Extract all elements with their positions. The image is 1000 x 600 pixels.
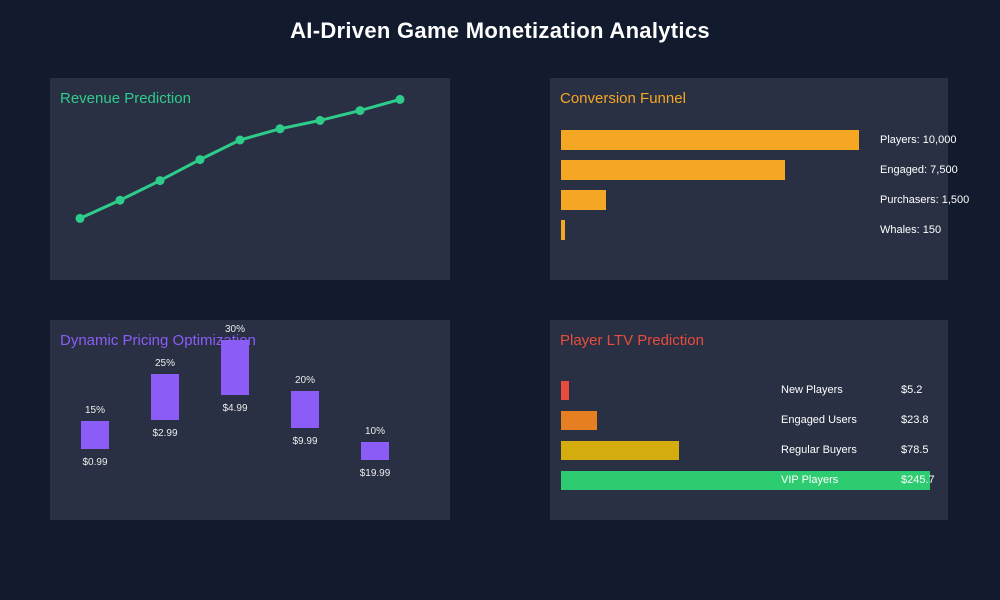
funnel-row-label: Players: 10,000 [880,134,957,146]
revenue-panel: Revenue Prediction [50,78,450,280]
pricing-pct-label: 10% [364,425,385,437]
ltv-bar [561,471,930,490]
pricing-bar [81,421,109,449]
funnel-row-label: Whales: 150 [880,224,942,236]
pricing-bar-group: 30% $4.99 [207,320,263,520]
ltv-row-name: VIP Players [781,474,839,486]
revenue-panel-title: Revenue Prediction [60,90,191,107]
funnel-row: Engaged: 7,500 [561,160,958,180]
revenue-line-chart [75,94,405,223]
funnel-panel-title: Conversion Funnel [560,90,686,107]
funnel-row: Purchasers: 1,500 [561,190,969,210]
pricing-price-label: $19.99 [359,468,391,479]
pricing-price-label: $4.99 [222,403,248,414]
pricing-price-label: $2.99 [152,428,178,439]
ltv-row-name: New Players [781,384,843,396]
ltv-bar [561,381,569,400]
funnel-bar [561,190,606,210]
pricing-pct-label: 30% [224,323,245,335]
ltv-row-value: $78.5 [901,444,929,456]
page-title: AI-Driven Game Monetization Analytics [290,18,710,43]
ltv-bar [561,411,597,430]
funnel-row: Players: 10,000 [561,130,956,150]
pricing-pct-label: 25% [154,358,175,369]
funnel-row: Whales: 150 [561,220,942,240]
pricing-price-label: $9.99 [292,436,318,447]
ltv-bar [561,441,679,460]
pricing-bar-group: 10% $19.99 [347,320,403,520]
pricing-bar [361,441,389,460]
ltv-panel-title: Player LTV Prediction [560,332,704,349]
pricing-bar-group: 15% $0.99 [67,320,123,520]
pricing-bar [291,391,319,428]
ltv-row: VIP Players $245.7 [561,471,940,490]
funnel-row-label: Engaged: 7,500 [880,164,958,176]
pricing-bar [151,374,179,420]
funnel-bar [561,160,785,180]
funnel-bar [561,220,566,240]
pricing-bar-group: 25% $2.99 [137,320,193,520]
pricing-bar [221,339,249,395]
pricing-pct-label: 20% [294,375,315,387]
ltv-row-name: Engaged Users [781,414,857,426]
funnel-bar [561,130,859,150]
funnel-panel: Conversion Funnel Players: 10,000 Engage… [550,78,969,280]
ltv-row: New Players $5.2 [561,381,940,400]
ltv-row-value: $5.2 [901,384,923,396]
ltv-panel: Player LTV Prediction New Players $5.2 E… [550,320,948,520]
ltv-row: Regular Buyers $78.5 [561,441,940,460]
pricing-pct-label: 15% [84,405,105,417]
ltv-row-name: Regular Buyers [781,444,857,456]
pricing-panel: Dynamic Pricing Optimization 15% $0.99 2… [50,320,450,520]
pricing-panel-title: Dynamic Pricing Optimization [60,332,256,349]
ltv-row-value: $245.7 [901,474,935,486]
funnel-row-label: Purchasers: 1,500 [880,194,970,206]
ltv-row: Engaged Users $23.8 [561,411,940,430]
pricing-bar-group: 20% $9.99 [277,320,333,520]
pricing-price-label: $0.99 [82,457,108,468]
ltv-row-value: $23.8 [901,414,929,426]
